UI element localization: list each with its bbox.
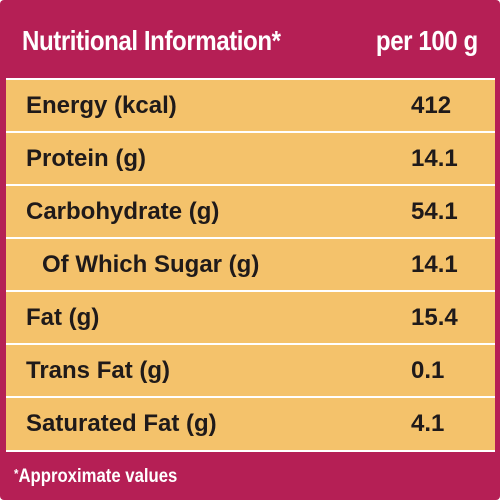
table-row-trans-fat: Trans Fat (g) 0.1 xyxy=(6,345,495,398)
nutrient-value: 14.1 xyxy=(411,250,458,278)
nutrient-name: Saturated Fat (g) xyxy=(26,409,217,437)
table-row-energy: Energy (kcal) 412 xyxy=(6,80,495,133)
nutrient-name: Energy (kcal) xyxy=(26,91,177,119)
nutrient-value: 4.1 xyxy=(411,409,445,437)
nutrient-name: Of Which Sugar (g) xyxy=(42,250,260,278)
serving-basis: per 100 g xyxy=(375,25,478,56)
nutrient-value: 54.1 xyxy=(411,197,458,225)
nutrient-value: 412 xyxy=(411,91,452,119)
nutrient-value: 15.4 xyxy=(411,303,458,331)
nutrition-header: Nutritional Information* per 100 g xyxy=(22,18,478,64)
nutrient-value: 14.1 xyxy=(411,144,458,172)
footnote-text: Approximate values xyxy=(18,466,178,487)
nutrient-name: Trans Fat (g) xyxy=(26,356,171,384)
table-row-carbohydrate: Carbohydrate (g) 54.1 xyxy=(6,186,495,239)
nutrient-value: 0.1 xyxy=(411,356,445,384)
footnote-asterisk: * xyxy=(14,465,19,481)
nutrient-name: Carbohydrate (g) xyxy=(26,197,220,225)
table-row-saturated-fat: Saturated Fat (g) 4.1 xyxy=(6,398,495,451)
nutrition-title: Nutritional Information* xyxy=(22,25,281,56)
nutrition-table: Energy (kcal) 412 Protein (g) 14.1 Carbo… xyxy=(6,78,495,452)
footnote: * Approximate values xyxy=(14,462,177,492)
table-row-sugar: Of Which Sugar (g) 14.1 xyxy=(6,239,495,292)
table-row-fat: Fat (g) 15.4 xyxy=(6,292,495,345)
nutrient-name: Protein (g) xyxy=(26,144,146,172)
table-row-protein: Protein (g) 14.1 xyxy=(6,133,495,186)
nutrient-name: Fat (g) xyxy=(26,303,100,331)
